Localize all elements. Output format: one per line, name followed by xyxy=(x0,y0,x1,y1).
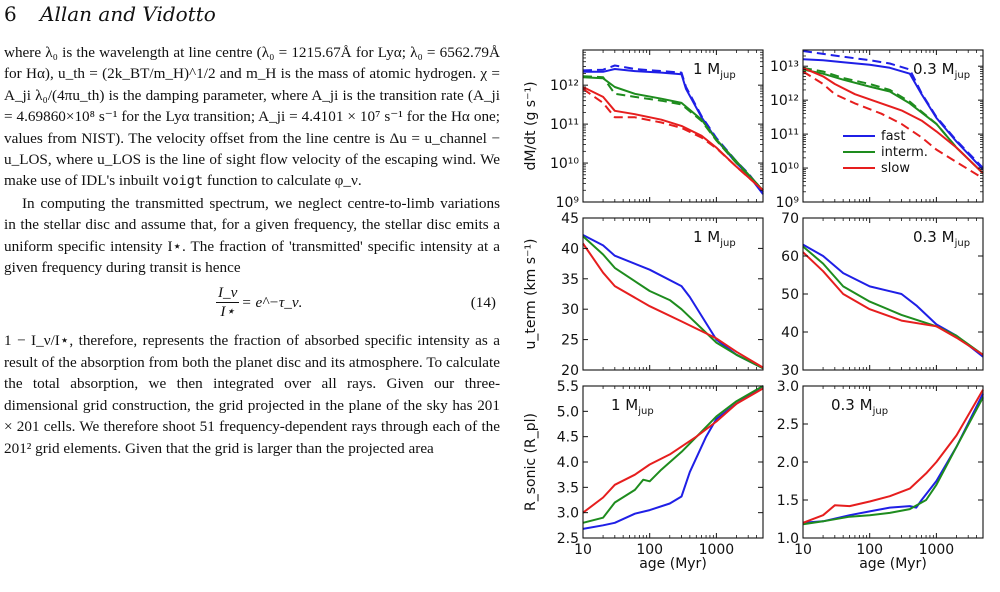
panel-frame xyxy=(582,217,764,371)
y-tick-label: 50 xyxy=(781,287,799,303)
y-tick-label: 3.5 xyxy=(557,480,579,496)
series-line-dashed-3 xyxy=(802,66,984,175)
x-tick-label: 100 xyxy=(856,542,883,558)
series-line-dashed-5 xyxy=(582,88,764,192)
panel-annotation: 1 Mjup xyxy=(693,60,736,81)
y-tick-label: 2.5 xyxy=(557,531,579,547)
series-line-fast-0 xyxy=(802,243,984,358)
y-tick-label: 3.0 xyxy=(777,379,799,395)
x-tick-label: 10 xyxy=(574,542,592,558)
y-tick-label: 10¹² xyxy=(770,93,799,109)
paragraph-1: where λ₀ is the wavelength at line centr… xyxy=(4,42,500,193)
legend-label-interm: interm. xyxy=(881,145,928,160)
y-tick-label: 30 xyxy=(561,302,579,318)
paragraph-3: 1 − I_ν/I⋆, therefore, represents the fr… xyxy=(4,332,500,457)
panel-annotation: 0.3 Mjup xyxy=(831,396,888,417)
series-line-interm-1 xyxy=(802,396,984,526)
eq-denominator: I⋆ xyxy=(220,303,235,321)
y-tick-label: 10¹³ xyxy=(770,59,799,75)
x-axis-label: age (Myr) xyxy=(859,556,927,572)
y-tick-label: 1.5 xyxy=(777,493,799,509)
y-tick-label: 2.5 xyxy=(777,417,799,433)
y-tick-label: 5.5 xyxy=(557,379,579,395)
series-line-interm-1 xyxy=(802,245,984,356)
y-tick-label: 10⁹ xyxy=(556,195,580,211)
y-tick-label: 45 xyxy=(561,211,579,227)
series-line-interm-2 xyxy=(582,76,764,191)
y-tick-label: 40 xyxy=(781,325,799,341)
panel-annotation: 0.3 Mjup xyxy=(913,228,970,249)
panel-annotation: 0.3 Mjup xyxy=(913,60,970,81)
y-tick-label: 4.0 xyxy=(557,455,579,471)
page-header: 6 Allan and Vidotto xyxy=(0,0,500,30)
series-line-fast-0 xyxy=(802,58,984,171)
figure-six-panel-chart: 10¹² 10¹¹ 10¹⁰ 10⁹ 1 Mjup dM/dt (g s⁻¹) 10¹³ 10… xyxy=(523,49,984,572)
panel-annotation: 1 Mjup xyxy=(693,228,736,249)
equation-14: I_ν I⋆ = e^−τ_ν. (14) xyxy=(4,280,500,326)
series-line-slow-2 xyxy=(582,387,764,514)
eq-numerator: I_ν xyxy=(216,284,240,304)
x-tick-label: 1000 xyxy=(699,542,735,558)
equation-number: (14) xyxy=(470,294,496,312)
y-tick-label: 1.0 xyxy=(777,531,799,547)
y-tick-label: 10¹¹ xyxy=(770,127,799,143)
y-tick-label: 60 xyxy=(781,249,799,265)
x-tick-label: 10 xyxy=(794,542,812,558)
y-axis-label: R_sonic (R_pl) xyxy=(523,413,539,511)
legend-label-slow: slow xyxy=(881,161,910,176)
y-tick-label: 35 xyxy=(561,272,579,288)
panel-frame xyxy=(802,49,984,203)
y-tick-label: 10¹¹ xyxy=(550,117,579,133)
series-line-fast-0 xyxy=(583,68,764,195)
series-line-slow-2 xyxy=(802,251,984,356)
panel-annotation: 1 Mjup xyxy=(611,396,654,417)
series-line-interm-1 xyxy=(582,235,764,370)
series-line-dashed-5 xyxy=(802,70,984,180)
y-tick-label: 30 xyxy=(781,363,799,379)
y-tick-label: 10¹⁰ xyxy=(770,161,799,177)
series-line-slow-4 xyxy=(582,86,764,192)
y-tick-label: 10⁹ xyxy=(776,195,800,211)
x-axis-label: age (Myr) xyxy=(639,556,707,572)
y-tick-label: 70 xyxy=(781,211,799,227)
text-column: where λ₀ is the wavelength at line centr… xyxy=(4,42,500,459)
page-number: 6 xyxy=(4,2,17,26)
series-line-slow-4 xyxy=(802,66,984,175)
series-line-slow-2 xyxy=(802,389,984,524)
paragraph-1-text: where λ₀ is the wavelength at line centr… xyxy=(4,44,500,190)
x-tick-label: 1000 xyxy=(919,542,955,558)
series-line-dashed-3 xyxy=(582,75,764,191)
series-line-fast-0 xyxy=(802,393,984,524)
y-tick-label: 4.5 xyxy=(557,430,579,446)
legend-label-fast: fast xyxy=(881,129,905,144)
series-line-slow-2 xyxy=(582,242,764,369)
series-line-fast-0 xyxy=(582,385,764,530)
y-tick-label: 10¹² xyxy=(550,78,579,94)
y-tick-label: 20 xyxy=(561,363,579,379)
paragraph-1-end: function to calculate φ_ν. xyxy=(206,172,362,190)
y-tick-label: 5.0 xyxy=(557,404,579,420)
paragraph-2: In computing the transmitted spectrum, w… xyxy=(4,194,500,277)
panel-frame xyxy=(802,385,984,539)
series-line-dashed-1 xyxy=(582,64,764,193)
y-tick-label: 40 xyxy=(561,241,579,257)
running-title: Allan and Vidotto xyxy=(40,2,216,26)
eq-rhs: = e^−τ_ν. xyxy=(241,294,303,312)
code-voigt: voigt xyxy=(162,173,204,190)
series-line-dashed-1 xyxy=(802,50,984,169)
series-line-interm-1 xyxy=(582,385,764,524)
y-tick-label: 10¹⁰ xyxy=(550,156,579,172)
y-tick-label: 3.0 xyxy=(557,506,579,522)
y-tick-label: 25 xyxy=(561,333,579,349)
y-axis-label: dM/dt (g s⁻¹) xyxy=(523,81,539,170)
y-tick-label: 2.0 xyxy=(777,455,799,471)
panel-frame xyxy=(582,385,764,539)
y-axis-label: u_term (km s⁻¹) xyxy=(523,239,539,350)
x-tick-label: 100 xyxy=(636,542,663,558)
